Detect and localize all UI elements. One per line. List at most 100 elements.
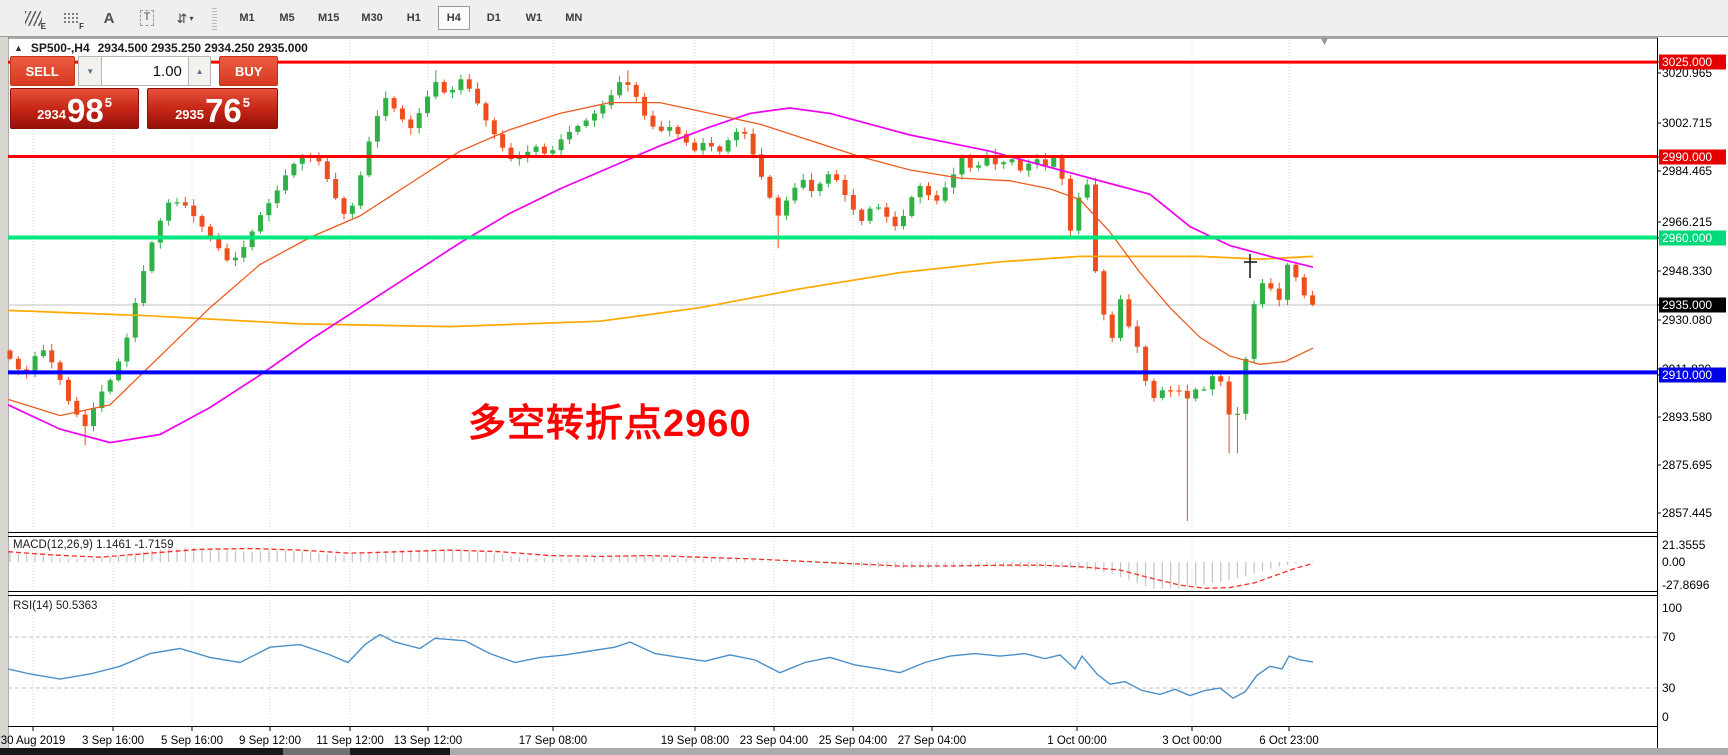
bottom-strip-segment (0, 748, 283, 755)
macd-signal-line (7, 547, 1314, 589)
svg-text:19 Sep 08:00: 19 Sep 08:00 (661, 735, 729, 747)
svg-text:2910.000: 2910.000 (1662, 368, 1712, 382)
volume-increase-button[interactable]: ▲ (187, 56, 212, 86)
svg-text:6 Oct 23:00: 6 Oct 23:00 (1259, 735, 1318, 747)
text-box-icon: T (139, 10, 155, 26)
ohlc-values: 2934.500 2935.250 2934.250 2935.000 (97, 41, 308, 55)
one-click-trading-panel: SELL ▼ ▲ BUY 2934 98 5 2935 76 5 (10, 56, 279, 129)
bottom-strip-segment (450, 748, 1728, 755)
sell-price-small: 2934 (37, 107, 66, 122)
ma-fast-redorange (7, 101, 1314, 417)
bottom-strip-segment (350, 748, 450, 755)
tool-f-sub-label: F (79, 22, 84, 31)
sell-price-sup: 5 (104, 95, 112, 110)
svg-text:2857.445: 2857.445 (1662, 506, 1712, 520)
timeframe-h1-button[interactable]: H1 (406, 12, 421, 24)
symbol-period-label: SP500-,H4 (30, 41, 90, 55)
volume-input[interactable] (101, 56, 188, 86)
timeframe-h4-button[interactable]: H4 (437, 6, 470, 30)
chart-text-annotation[interactable]: 多空转折点2960 (468, 403, 752, 445)
svg-text:2984.465: 2984.465 (1662, 164, 1712, 178)
bottom-strip-segment (283, 748, 350, 755)
svg-text:100: 100 (1662, 601, 1682, 615)
rsi-panel (7, 633, 1657, 700)
buy-price-sup: 5 (242, 95, 250, 110)
svg-text:3025.000: 3025.000 (1662, 55, 1712, 69)
svg-text:1 Oct 00:00: 1 Oct 00:00 (1047, 735, 1106, 747)
buy-price-big: 76 (204, 91, 242, 129)
svg-text:2966.215: 2966.215 (1662, 215, 1712, 229)
svg-text:30: 30 (1662, 681, 1676, 695)
dot-grid-icon (63, 11, 79, 25)
rsi-line (7, 633, 1314, 700)
svg-text:70: 70 (1662, 630, 1676, 644)
candles-layer (7, 70, 1316, 521)
sell-price-display[interactable]: 2934 98 5 (10, 88, 139, 129)
arrows-icon: ⇵ (176, 10, 188, 26)
arrows-tool-button[interactable]: ⇵ ▾ (169, 4, 201, 32)
sell-price-big: 98 (66, 91, 104, 129)
time-scale[interactable]: 30 Aug 2019 3 Sep 16:00 5 Sep 16:00 9 Sep 1… (1, 727, 1319, 747)
svg-text:5 Sep 16:00: 5 Sep 16:00 (161, 735, 223, 747)
svg-text:9 Sep 12:00: 9 Sep 12:00 (239, 735, 301, 747)
text-box-tool-button[interactable]: T (131, 4, 163, 32)
svg-text:27 Sep 04:00: 27 Sep 04:00 (898, 735, 966, 747)
svg-text:0.00: 0.00 (1662, 555, 1686, 569)
svg-text:23 Sep 04:00: 23 Sep 04:00 (740, 735, 808, 747)
timeframe-m15-button[interactable]: M15 (318, 12, 340, 24)
svg-text:3 Sep 16:00: 3 Sep 16:00 (82, 735, 144, 747)
svg-text:-27.8696: -27.8696 (1662, 578, 1710, 592)
svg-text:2875.695: 2875.695 (1662, 458, 1712, 472)
macd-indicator-label: MACD(12,26,9) 1.1461 -1.7159 (13, 539, 174, 551)
svg-text:13 Sep 12:00: 13 Sep 12:00 (394, 735, 462, 747)
grid-tool-f-button[interactable]: F (55, 4, 87, 32)
buy-price-display[interactable]: 2935 76 5 (147, 88, 278, 129)
svg-text:25 Sep 04:00: 25 Sep 04:00 (819, 735, 887, 747)
hatch-pattern-icon (24, 10, 42, 26)
rsi-indicator-label: RSI(14) 50.5363 (13, 600, 98, 612)
crosshair-marker (1244, 254, 1257, 278)
panel-borders (8, 37, 1658, 748)
svg-text:11 Sep 12:00: 11 Sep 12:00 (316, 735, 384, 747)
horizontal-level-lines (8, 60, 1657, 375)
svg-text:3002.715: 3002.715 (1662, 116, 1712, 130)
svg-text:17 Sep 08:00: 17 Sep 08:00 (519, 735, 587, 747)
svg-text:21.3555: 21.3555 (1662, 538, 1706, 552)
buy-price-small: 2935 (175, 107, 204, 122)
svg-text:2960.000: 2960.000 (1662, 231, 1712, 245)
timeframe-w1-button[interactable]: W1 (525, 12, 543, 24)
text-label-tool-button[interactable]: A (93, 4, 125, 32)
timeframe-mn-button[interactable]: MN (565, 12, 583, 24)
timeframe-m5-button[interactable]: M5 (279, 12, 295, 24)
text-label-icon: A (103, 9, 115, 27)
ma-mid-magenta (7, 107, 1314, 444)
timeframe-button-group: M1 M5 M15 M30 H1 H4 D1 W1 MN (227, 6, 594, 30)
dropdown-caret-icon: ▾ (189, 13, 194, 23)
chart-info-line: ▲ SP500-,H4 2934.500 2935.250 2934.250 2… (14, 41, 308, 55)
macd-panel (7, 547, 1314, 589)
svg-text:2948.330: 2948.330 (1662, 264, 1712, 278)
svg-text:3 Oct 00:00: 3 Oct 00:00 (1162, 735, 1221, 747)
collapse-panel-icon[interactable]: ▲ (14, 43, 23, 53)
price-scale[interactable]: 3025.0003020.9653002.7152990.0002984.465… (1657, 54, 1726, 725)
svg-text:30 Aug 2019: 30 Aug 2019 (1, 735, 66, 747)
sell-button[interactable]: SELL (10, 56, 75, 86)
timeframe-m1-button[interactable]: M1 (239, 12, 255, 24)
svg-text:2990.000: 2990.000 (1662, 150, 1712, 164)
scroll-to-end-icon[interactable]: ▼ (1319, 36, 1330, 48)
svg-text:2930.080: 2930.080 (1662, 313, 1712, 327)
toolbar-drag-handle[interactable] (212, 6, 217, 30)
window-left-border (0, 36, 9, 748)
moving-averages (7, 101, 1314, 444)
timeframe-d1-button[interactable]: D1 (486, 12, 501, 24)
pattern-tool-e-button[interactable]: E (17, 4, 49, 32)
timeframe-m30-button[interactable]: M30 (361, 12, 383, 24)
buy-button[interactable]: BUY (219, 56, 279, 86)
svg-text:0: 0 (1662, 710, 1669, 724)
grid-lines (32, 40, 1290, 725)
volume-decrease-button[interactable]: ▼ (78, 56, 102, 86)
svg-text:2893.580: 2893.580 (1662, 410, 1712, 424)
tool-e-sub-label: E (40, 22, 46, 31)
ma-slow-orange (7, 255, 1314, 328)
